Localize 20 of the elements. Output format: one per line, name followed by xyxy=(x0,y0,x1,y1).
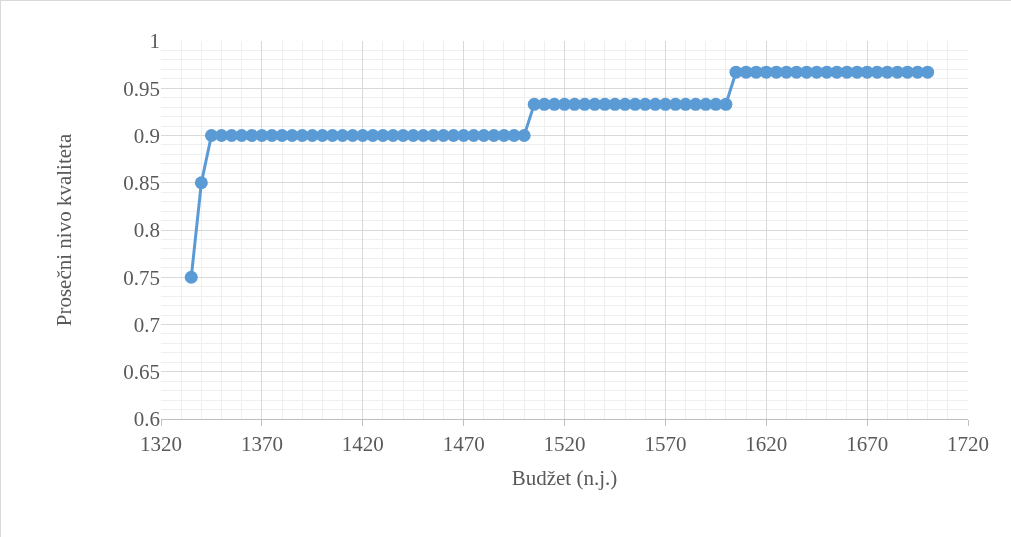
y-tick-label: 0.75 xyxy=(123,265,160,290)
x-tick-label: 1370 xyxy=(240,432,283,457)
y-tick-label: 1 xyxy=(149,29,160,54)
x-tick-label: 1720 xyxy=(947,432,989,457)
y-axis-title: Prosečni nivo kvaliteta xyxy=(52,133,77,327)
x-tick-label: 1320 xyxy=(140,432,182,457)
y-tick-label: 0.6 xyxy=(133,407,160,432)
y-tick-label: 0.7 xyxy=(133,312,160,337)
x-tick-label: 1570 xyxy=(644,432,687,457)
x-tick-label: 1420 xyxy=(341,432,384,457)
y-tick-label: 0.8 xyxy=(133,218,160,243)
y-tick-label: 0.95 xyxy=(123,76,160,101)
x-axis-title: Budžet (n.j.) xyxy=(511,465,618,490)
y-tick-label: 0.65 xyxy=(123,360,160,385)
x-tick-label: 1620 xyxy=(745,432,788,457)
x-tick-label: 1520 xyxy=(543,432,586,457)
x-tick-label: 1470 xyxy=(442,432,485,457)
y-tick-label: 0.9 xyxy=(133,123,160,148)
y-tick-label: 0.85 xyxy=(123,171,160,196)
x-tick-label: 1670 xyxy=(846,432,889,457)
